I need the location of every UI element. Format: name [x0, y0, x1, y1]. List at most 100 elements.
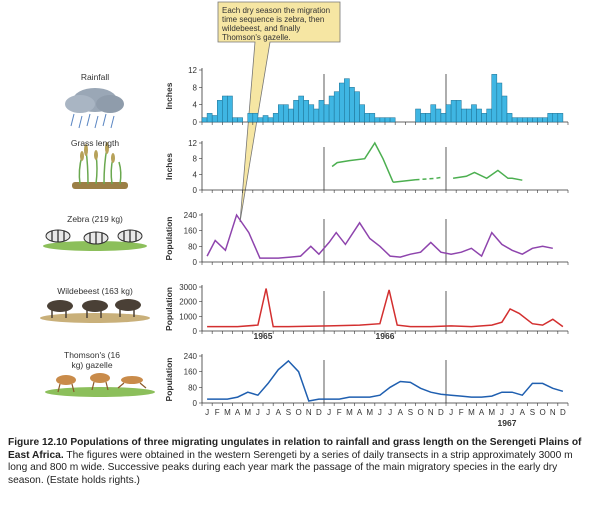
month-label: J — [500, 408, 504, 417]
month-label: J — [449, 408, 453, 417]
rainfall-bar — [491, 74, 498, 123]
grass-length-line — [331, 141, 394, 183]
rainfall-bar — [511, 117, 518, 123]
month-label: O — [539, 408, 545, 417]
rainfall-bar — [211, 115, 218, 123]
rainfall-bar — [440, 113, 447, 123]
rainfall-bar — [308, 104, 315, 123]
wildebeest-y-tick-label: 0 — [193, 327, 198, 336]
rainfall-bar — [247, 113, 254, 123]
thomson-y-label: Population — [164, 358, 174, 402]
rainfall-bar — [328, 95, 335, 123]
rainfall-bar — [415, 108, 421, 123]
caption-body: The figures were obtained in the western… — [8, 449, 573, 486]
grass-length-line — [393, 179, 416, 183]
rainfall-bar — [516, 117, 523, 123]
month-label: D — [316, 408, 322, 417]
rainfall-bar — [466, 108, 472, 123]
wildebeest-y-label: Population — [164, 287, 174, 331]
rainfall-bar — [374, 117, 381, 123]
figure-caption: Figure 12.10 Populations of three migrat… — [8, 437, 582, 487]
thomson-population-line — [207, 359, 564, 402]
month-label: A — [357, 408, 363, 417]
month-label: F — [337, 408, 342, 417]
gazelle-icon — [45, 373, 155, 397]
month-label: J — [256, 408, 260, 417]
rainfall-bar — [532, 117, 538, 123]
wildebeest-icon — [40, 299, 150, 323]
rainfall-bar — [283, 104, 289, 123]
thomson-y-tick-label: 80 — [188, 383, 197, 392]
rainfall-bar — [323, 104, 330, 123]
grass-icon — [72, 142, 128, 189]
rainfall-bar — [476, 108, 482, 123]
rainfall-bar — [344, 78, 350, 123]
grass-y-tick-label: 8 — [193, 155, 198, 164]
grass-label: Grass length — [70, 138, 120, 148]
grass-y-label: Inches — [164, 153, 174, 180]
rainfall-y-tick-label: 4 — [193, 101, 198, 110]
rain-cloud-icon — [65, 88, 124, 129]
rainfall-bar — [288, 108, 294, 123]
plot-group: 0 4 8 12 Inches 0 4 8 12 Inches 0 80 160 240 Populatio… — [164, 66, 569, 428]
month-label: D — [560, 408, 566, 417]
wildebeest-y-tick-label: 2000 — [179, 298, 197, 307]
zebra-population-line — [206, 213, 553, 259]
month-label: N — [306, 408, 312, 417]
rainfall-bar — [232, 117, 238, 123]
month-label: J — [205, 408, 209, 417]
zebra-y-tick-label: 0 — [193, 258, 198, 267]
month-label: J — [510, 408, 514, 417]
rainfall-bar — [272, 113, 279, 123]
rainfall-bar — [293, 100, 299, 123]
grass-y-tick-label: 0 — [193, 186, 198, 195]
rainfall-bar — [303, 100, 309, 123]
rainfall-bar — [313, 108, 320, 123]
rainfall-bar — [455, 100, 462, 123]
wildebeest-y-tick-label: 3000 — [179, 283, 197, 292]
thomson-y-tick-label: 160 — [184, 368, 198, 377]
month-label: O — [417, 408, 423, 417]
rainfall-y-tick-label: 12 — [188, 66, 197, 75]
month-label: A — [235, 408, 241, 417]
grass-length-line — [452, 169, 523, 181]
rainfall-bar — [364, 113, 370, 123]
rainfall-bar — [420, 113, 426, 123]
rainfall-bar — [389, 117, 396, 123]
year-label: 1967 — [498, 418, 517, 428]
year-label: 1965 — [254, 331, 273, 341]
zebra-icon — [43, 229, 147, 251]
rainfall-bar — [522, 117, 528, 123]
rainfall-label: Rainfall — [80, 72, 110, 82]
month-label: M — [468, 408, 475, 417]
zebra-label: Zebra (219 kg) — [67, 214, 123, 224]
grass-y-tick-label: 12 — [188, 139, 197, 148]
rainfall-bar — [349, 87, 355, 123]
caption-title: Populations of three migrating ungulates… — [8, 437, 582, 461]
month-label: F — [215, 408, 220, 417]
wildebeest-label: Wildebeest (163 kg) — [57, 286, 133, 296]
rainfall-bar — [237, 117, 243, 123]
rainfall-bar — [527, 117, 533, 123]
rainfall-y-tick-label: 0 — [193, 118, 198, 127]
month-label: J — [378, 408, 382, 417]
month-label: A — [276, 408, 282, 417]
rainfall-bar — [445, 104, 452, 123]
rainfall-bar — [486, 108, 492, 123]
figure: 0 4 8 12 Inches 0 4 8 12 Inches 0 80 160 240 Populatio… — [40, 1, 569, 428]
zebra-y-tick-label: 80 — [188, 242, 197, 251]
rainfall-bar — [537, 117, 543, 123]
caption-number: Figure 12.10 — [8, 437, 68, 448]
grass-y-tick-label: 4 — [193, 170, 198, 179]
chart-svg: 0 4 8 12 Inches 0 4 8 12 Inches 0 80 160 240 Populatio… — [40, 1, 569, 428]
month-label: M — [346, 408, 353, 417]
month-label: M — [366, 408, 373, 417]
month-label: F — [459, 408, 464, 417]
rainfall-bar — [278, 104, 284, 123]
rainfall-y-tick-label: 8 — [193, 83, 198, 92]
zebra-y-tick-label: 160 — [184, 227, 198, 236]
rainfall-bar — [435, 108, 442, 123]
wildebeest-y-tick-label: 1000 — [179, 312, 197, 321]
rainfall-bar — [506, 113, 513, 123]
rainfall-bar — [547, 113, 554, 123]
